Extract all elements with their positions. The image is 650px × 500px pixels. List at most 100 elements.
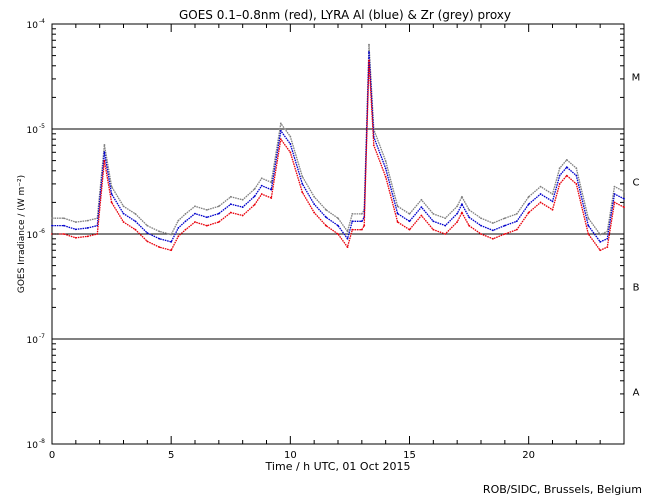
data-point-red [325, 224, 327, 227]
data-point-grey [170, 233, 173, 236]
data-point-blue [346, 237, 349, 240]
data-point-blue [217, 212, 220, 215]
data-point-red [217, 221, 220, 223]
data-point-grey [408, 213, 411, 215]
data-point-red [96, 233, 99, 235]
data-point-blue [587, 224, 590, 227]
data-point-grey [110, 185, 113, 188]
data-point-grey [558, 167, 561, 170]
flare-class-c: C [633, 178, 640, 189]
data-point-blue [503, 224, 506, 227]
data-point-blue [360, 220, 363, 223]
data-point-red [313, 211, 316, 214]
data-point-blue [134, 220, 137, 223]
data-point-grey [51, 217, 53, 220]
data-point-grey [623, 190, 625, 193]
data-point-blue [368, 51, 370, 53]
data-point-blue [253, 195, 256, 198]
data-point-blue [599, 240, 602, 243]
data-point-grey [360, 213, 363, 215]
data-point-red [480, 233, 482, 235]
data-point-red [63, 233, 65, 235]
data-point-grey [565, 158, 568, 161]
data-point-blue [432, 220, 435, 223]
data-point-grey [346, 230, 349, 233]
data-point-grey [551, 193, 554, 195]
data-point-grey [241, 198, 244, 201]
data-point-blue [461, 203, 463, 206]
data-point-blue [396, 212, 399, 215]
data-point-blue [456, 212, 459, 215]
data-point-red [599, 249, 602, 252]
data-point-grey [260, 177, 263, 180]
data-point-grey [103, 143, 106, 146]
data-point-red [492, 237, 494, 240]
data-point-red [461, 211, 463, 214]
data-point-blue [260, 184, 263, 187]
data-point-blue [606, 237, 609, 240]
data-point-red [103, 159, 106, 162]
series-red [52, 59, 625, 251]
data-point-blue [527, 203, 530, 206]
data-point-blue [565, 166, 568, 169]
data-point-grey [368, 43, 370, 46]
data-point-grey [194, 205, 196, 208]
series-blue [52, 51, 625, 243]
y-tick-label: 10 [27, 336, 39, 346]
data-point-red [363, 224, 366, 227]
data-point-blue [492, 229, 494, 232]
data-point-red [558, 183, 561, 185]
data-point-red [177, 235, 180, 238]
data-point-blue [51, 224, 53, 227]
data-point-grey [503, 217, 506, 220]
data-point-red [260, 193, 263, 195]
data-point-blue [613, 193, 616, 195]
data-point-red [110, 201, 113, 204]
data-point-blue [301, 182, 304, 185]
flare-class-labels: M C B A [632, 73, 641, 399]
data-point-red [575, 183, 578, 185]
data-point-red [301, 191, 304, 194]
x-tick-label: 10 [284, 450, 297, 461]
y-tick-label: 10 [27, 441, 39, 451]
data-point-grey [253, 188, 256, 190]
data-point-grey [313, 195, 316, 198]
data-point-blue [337, 224, 339, 227]
data-point-red [613, 201, 616, 204]
data-point-grey [351, 213, 354, 215]
data-point-grey [539, 185, 542, 188]
data-point-grey [492, 222, 494, 224]
data-point-blue [351, 220, 354, 223]
data-point-grey [337, 217, 339, 220]
y-tick-label: 10 [27, 231, 39, 241]
data-point-blue [515, 220, 518, 223]
data-point-blue [325, 216, 327, 219]
data-point-grey [432, 213, 435, 215]
data-point-grey [444, 217, 447, 220]
data-point-red [337, 233, 339, 235]
data-point-red [241, 214, 244, 217]
data-point-blue [289, 142, 292, 145]
data-point-blue [184, 220, 187, 223]
data-point-red [158, 246, 161, 249]
data-point-blue [384, 167, 387, 170]
data-point-blue [241, 206, 244, 209]
data-point-red [384, 175, 387, 178]
data-point-grey [217, 205, 220, 208]
data-point-red [229, 211, 232, 214]
y-tick-label: 10 [27, 21, 39, 31]
data-point-grey [63, 217, 65, 220]
data-point-blue [206, 216, 208, 219]
x-axis-label: Time / h UTC, 01 Oct 2015 [265, 460, 411, 473]
data-point-grey [527, 195, 530, 198]
y-tick-label: 10 [27, 126, 39, 136]
data-point-blue [170, 240, 173, 243]
data-point-grey [184, 213, 187, 215]
flare-class-a: A [633, 388, 640, 399]
data-point-red [420, 214, 423, 217]
data-point-red [279, 138, 282, 141]
data-point-red [74, 236, 77, 239]
data-point-blue [468, 216, 470, 219]
data-point-grey [461, 195, 463, 198]
